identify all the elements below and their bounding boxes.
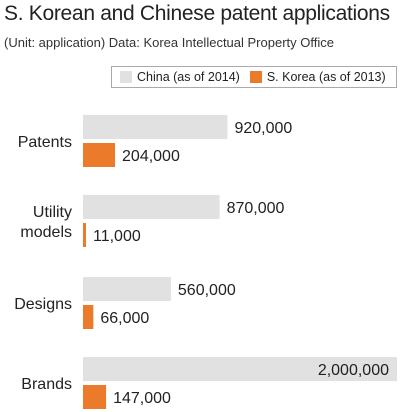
data-label-china-designs: 560,000 — [178, 282, 236, 299]
category-label-designs: Designs — [14, 296, 72, 313]
category-label-brands: Brands — [21, 376, 72, 393]
legend-item-china: China (as of 2014) — [120, 70, 240, 84]
legend-label-korea: S. Korea (as of 2013) — [266, 70, 386, 84]
legend: China (as of 2014) S. Korea (as of 2013) — [111, 66, 397, 88]
data-label-china-patents: 920,000 — [234, 120, 292, 137]
bar-korea-utility-models — [83, 223, 86, 247]
category-label-utility-models: Utility models — [20, 204, 72, 241]
data-label-korea-designs: 66,000 — [100, 310, 149, 327]
legend-label-china: China (as of 2014) — [137, 70, 240, 84]
data-label-korea-patents: 204,000 — [122, 148, 180, 165]
bar-korea-brands — [83, 385, 107, 409]
category-label-patents: Patents — [18, 134, 72, 151]
data-label-china-brands: 2,000,000 — [318, 362, 389, 379]
data-label-china-utility-models: 870,000 — [227, 200, 285, 217]
data-label-korea-utility-models: 11,000 — [93, 228, 141, 245]
chart-title: S. Korean and Chinese patent application… — [4, 2, 390, 25]
legend-item-korea: S. Korea (as of 2013) — [249, 70, 386, 84]
legend-swatch-china — [120, 71, 132, 83]
bar-china-brands — [83, 357, 397, 381]
bar-china-designs — [83, 277, 171, 301]
bar-korea-patents — [83, 143, 116, 167]
bar-china-patents — [83, 115, 228, 139]
legend-swatch-korea — [249, 71, 262, 83]
chart-subtitle: (Unit: application) Data: Korea Intellec… — [4, 35, 334, 50]
data-label-korea-brands: 147,000 — [113, 390, 171, 407]
bar-korea-designs — [83, 305, 94, 329]
bar-china-utility-models — [83, 195, 220, 219]
